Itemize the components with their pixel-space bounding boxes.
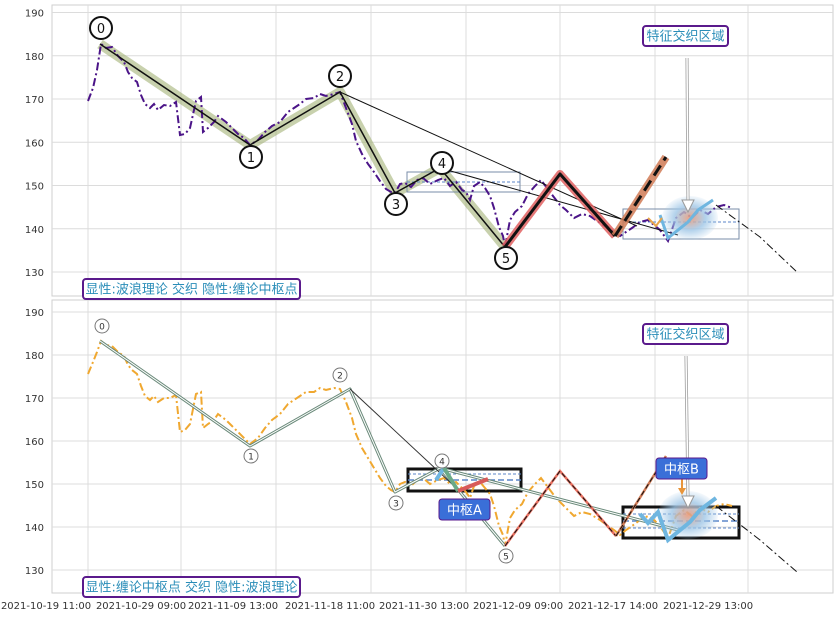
bottom-ytick-label: 160 [25,437,44,448]
annotation-text-top: 特征交织区域 [646,29,724,45]
annotation-box-bottom [642,323,729,345]
wave-point-label: 5 [502,252,510,267]
xtick-label: 2021-12-29 13:00 [663,601,753,612]
legend-text-bottom: 显性:缠论中枢点 交织 隐性:波浪理论 [85,580,297,596]
feature-zone-line-bottom [638,496,718,544]
pivot-b-arrow-head [678,488,686,495]
top-ytick-label: 150 [25,182,44,193]
annotation-arrow-head-top [681,199,695,214]
xtick-label: 2021-12-17 14:00 [568,601,658,612]
wave-point-marker-small [243,448,259,464]
wave-point-marker-small [332,367,348,383]
wave-point-label-small: 1 [248,453,254,463]
wave-point-label: 1 [247,151,255,166]
pivot-label-b-box [655,457,708,480]
feature-zone-glow-bottom [658,491,718,539]
xtick-label: 2021-10-29 09:00 [96,601,186,612]
bottom-ytick-label: 180 [25,351,44,362]
bottom-ytick-label: 140 [25,523,44,534]
pivot-label-a: 中枢A [447,504,482,519]
top-ytick-label: 170 [25,95,44,106]
annotation-box-top [642,25,729,47]
pivot-segment-a-blue [434,466,446,482]
wave-point-marker-small [434,453,450,469]
wave-point-marker [328,64,352,88]
bottom-ytick-label: 190 [25,308,44,319]
top-ytick-label: 130 [25,268,44,279]
wave-point-marker [430,151,454,175]
wave-point-marker [384,192,408,216]
top-plot: 0 1 2 3 4 5 [87,16,798,273]
wave-point-label-small: 0 [99,323,105,333]
wave-point-marker [239,145,263,169]
projection-bottom [503,468,617,547]
xtick-label: 2021-10-19 11:00 [1,601,91,612]
projection-black-a [503,172,617,248]
legend-text-top: 显性:波浪理论 交织 隐性:缠论中枢点 [85,282,297,298]
wave-point-marker-small [388,495,404,511]
top-ytick-label: 190 [25,9,44,20]
feature-zone-line-top [658,198,714,241]
wave-point-marker-small [94,318,110,334]
top-ytick-label: 160 [25,138,44,149]
bottom-plot: 0 1 2 3 4 5 [87,318,798,573]
wave-point-label: 3 [392,198,400,213]
trend-line-4-to-right [439,167,679,236]
annotation-arrow-inner-top [686,57,689,204]
bottom-ytick-label: 130 [25,566,44,577]
wave-point-label: 2 [336,70,344,85]
annotation-arrow-head-bottom [681,495,695,510]
xtick-label: 2021-12-09 09:00 [473,601,563,612]
wave-point-label: 0 [97,22,105,37]
wave-point-marker [494,246,518,270]
projection-black-b [613,156,668,237]
top-ytick-label: 140 [25,225,44,236]
pivot-label-b: 中枢B [664,463,699,478]
wave-point-marker-small [498,548,514,564]
price-series-top [87,42,733,248]
bottom-panel-frame [51,299,834,594]
extension-line-top [715,204,798,273]
wave-point-label: 4 [438,157,446,172]
bottom-ytick-label: 170 [25,394,44,405]
top-panel-frame [51,4,834,297]
xtick-label: 2021-11-30 13:00 [379,601,469,612]
wave-point-label-small: 2 [337,372,343,382]
top-ytick-label: 180 [25,52,44,63]
trend-line-bottom-a [349,388,453,485]
bottom-ytick-label: 150 [25,480,44,491]
pivot-segment-a-red [457,477,489,493]
wave-point-label-small: 4 [439,458,445,468]
legend-box-bottom [82,576,301,598]
feature-zone-small-a [647,217,663,228]
wave-point-label-small: 3 [393,500,399,510]
wave-line-top [99,43,506,248]
legend-box-top [82,278,301,300]
annotation-text-bottom: 特征交织区域 [646,327,724,343]
pivot-segment-a-green [442,466,460,493]
xtick-label: 2021-11-09 13:00 [188,601,278,612]
xtick-label: 2021-11-18 11:00 [285,601,375,612]
pivot-label-a-box [438,498,491,521]
wave-point-marker [89,16,113,40]
extension-line-bottom [715,505,798,573]
x-axis: 2021-10-19 11:00 2021-10-29 09:00 2021-11-… [1,601,753,612]
trend-line-bottom-b-inner [439,467,679,531]
wave-point-label-small: 5 [503,553,509,563]
